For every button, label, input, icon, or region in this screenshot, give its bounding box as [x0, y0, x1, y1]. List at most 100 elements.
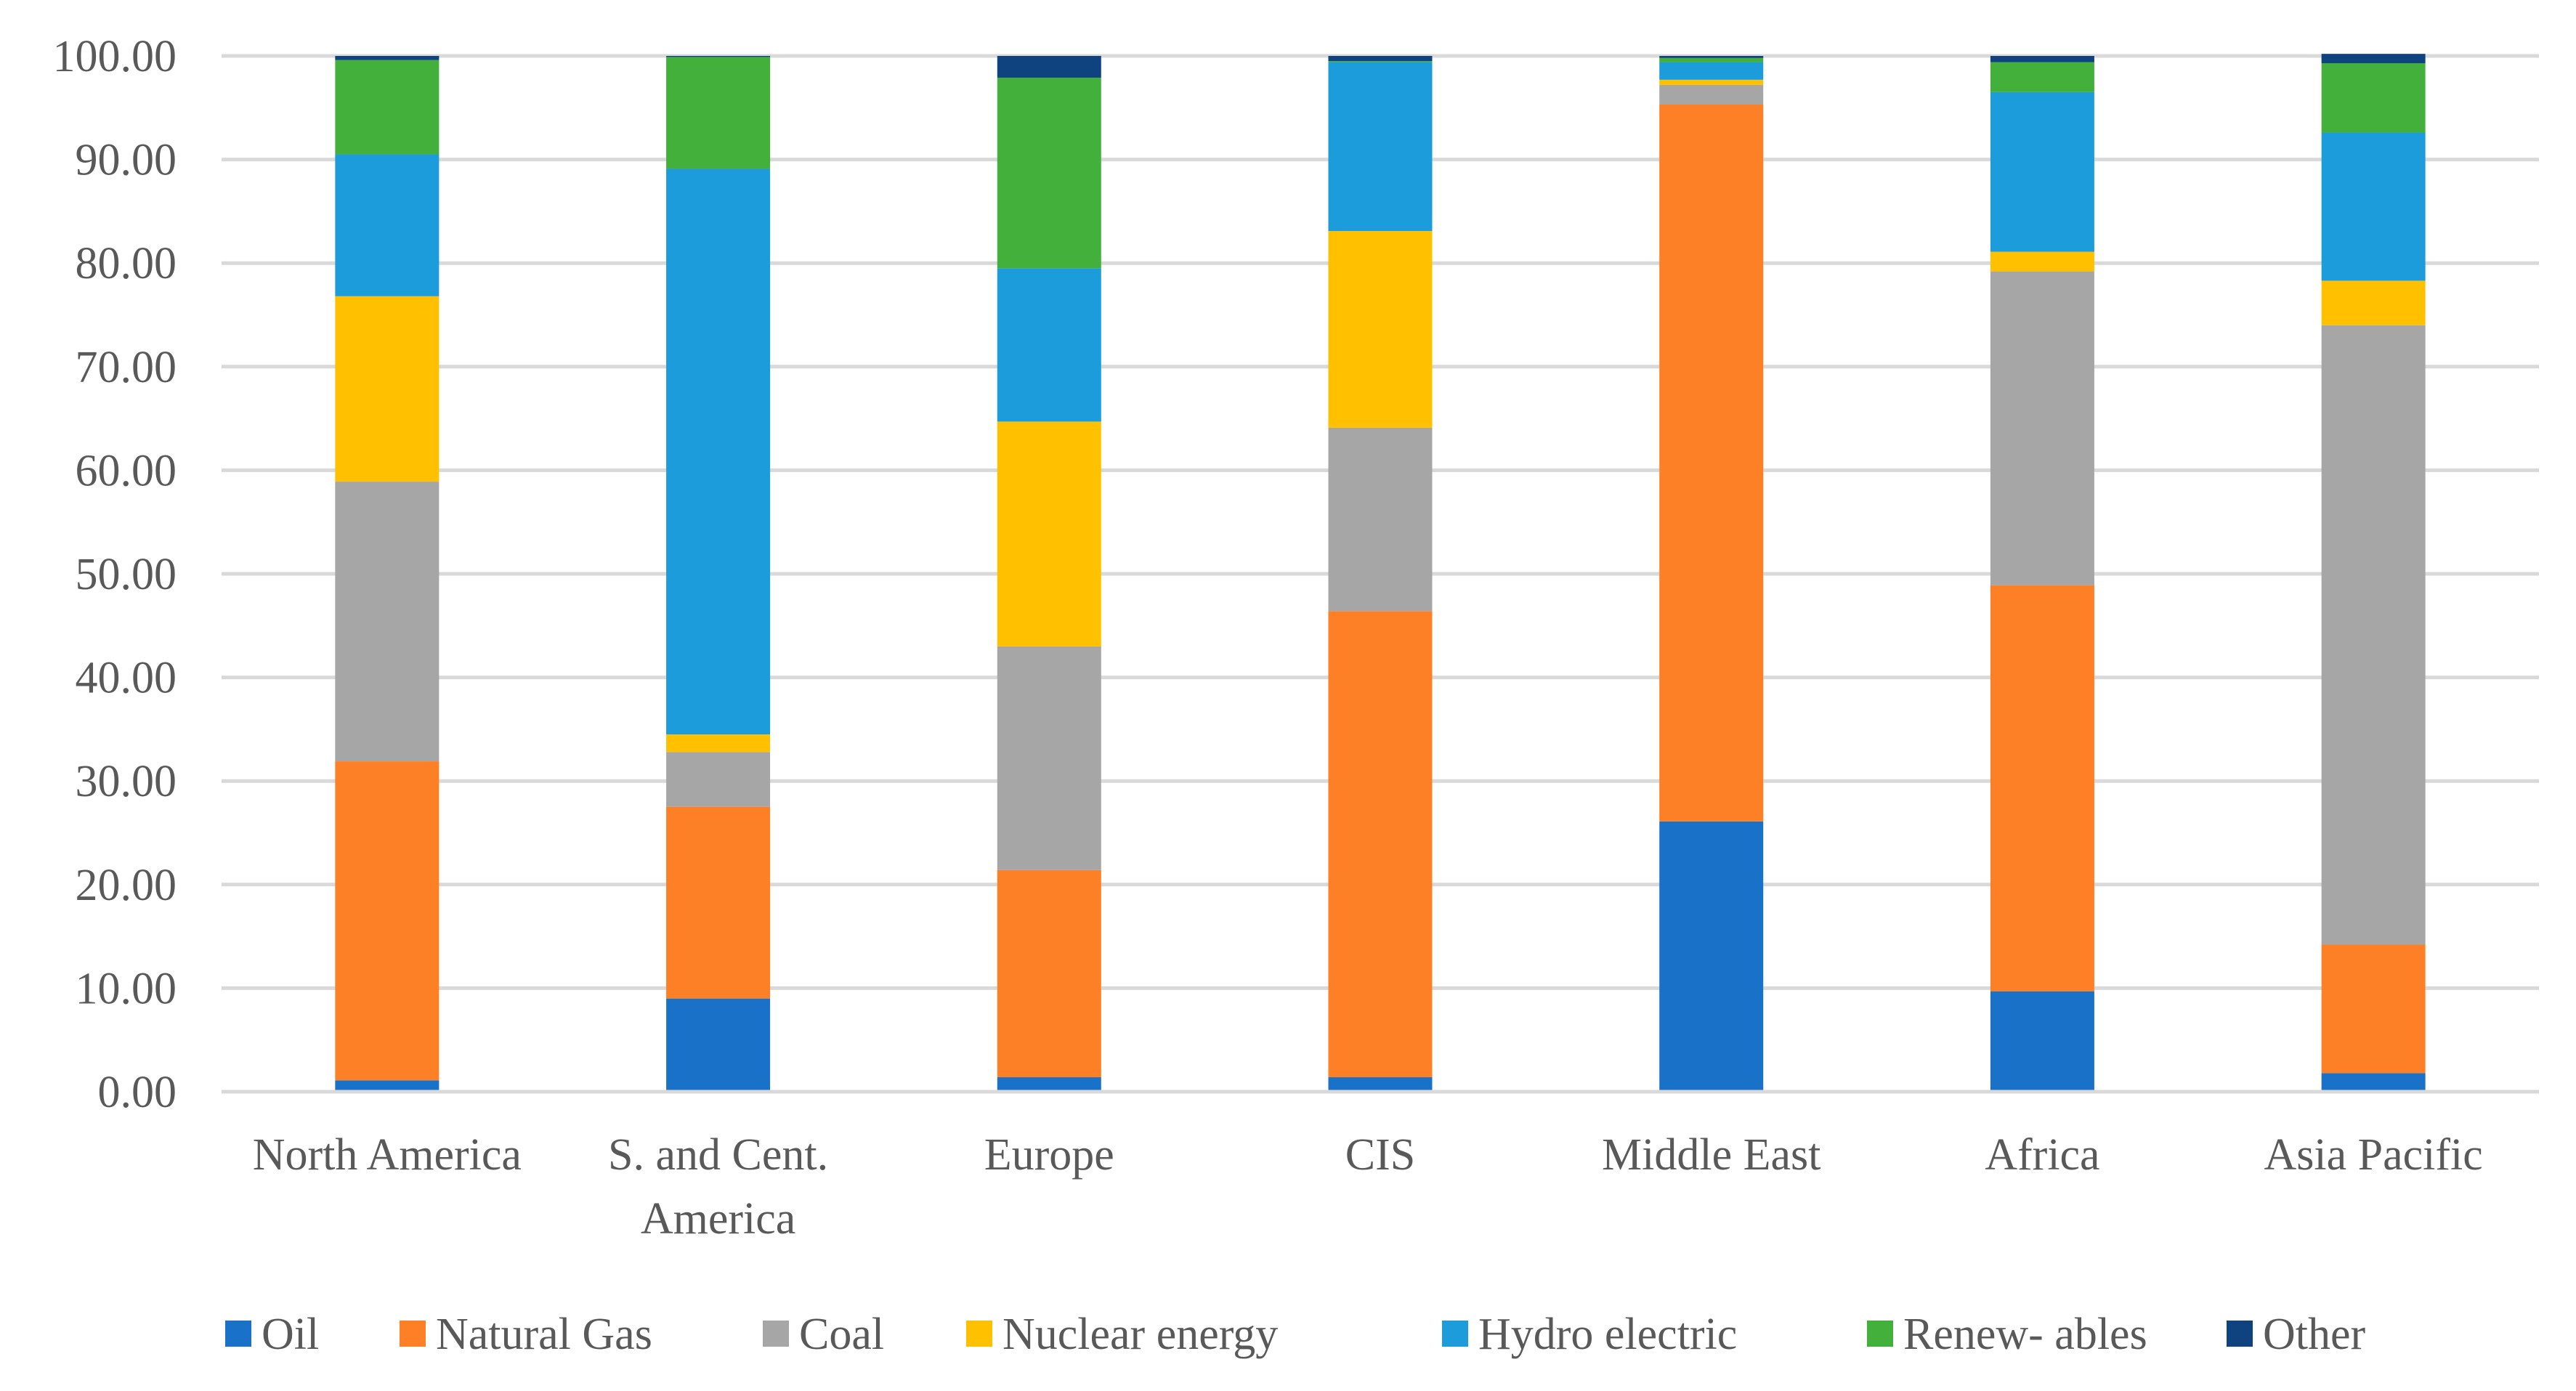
legend-item-hydro-electric: Hydro electric	[1442, 1310, 1737, 1359]
legend-item-nuclear-energy: Nuclear energy	[966, 1310, 1278, 1359]
bar-segment-africa-oil: Africa — Oil: 9.7	[1990, 991, 2094, 1092]
bar-stack-s-and-cent-america: S. and Cent. America — Oil: 9S. and Cent…	[666, 56, 771, 1092]
bar-segment-africa-coal: Africa — Coal: 30.3	[1990, 271, 2094, 585]
legend-swatch	[400, 1321, 426, 1347]
bar-segment-s-and-cent-america-hydro-electric: S. and Cent. America — Hydro electric: 5…	[666, 169, 771, 735]
bar-segment-cis-hydro-electric: CIS — Hydro electric: 16.3	[1328, 62, 1433, 231]
bar-segment-s-and-cent-america-natural-gas: S. and Cent. America — Natural Gas: 18.5	[666, 806, 771, 999]
bar-segment-africa-renew-ables: Africa — Renew- ables: 2.9	[1990, 62, 2094, 92]
legend-label: Renew- ables	[1903, 1310, 2147, 1359]
bar-segment-asia-pacific-renew-ables: Asia Pacific — Renew- ables: 6.7	[2321, 62, 2426, 133]
bar-segment-north-america-nuclear-energy: North America — Nuclear energy: 17.9	[335, 296, 440, 482]
legend-swatch	[225, 1321, 251, 1347]
bar-segment-middle-east-hydro-electric: Middle East — Hydro electric: 1.7	[1659, 62, 1764, 80]
legend: Oil Natural Gas Coal Nuclear energy Hydro el…	[225, 1310, 2366, 1359]
legend-item-coal: Coal	[763, 1310, 884, 1359]
bar-segment-north-america-renew-ables: North America — Renew- ables: 9.1	[335, 60, 440, 155]
bar-segment-s-and-cent-america-coal: S. and Cent. America — Coal: 5.3	[666, 752, 771, 807]
bar-segment-asia-pacific-hydro-electric: Asia Pacific — Hydro electric: 14.3	[2321, 132, 2426, 281]
y-tick-label: 70.00	[76, 343, 177, 392]
legend-swatch	[1442, 1321, 1468, 1347]
legend-swatch	[966, 1321, 992, 1347]
y-tick-label: 90.00	[76, 136, 177, 185]
bar-segment-middle-east-nuclear-energy: Middle East — Nuclear energy: 0.5	[1659, 79, 1764, 85]
bar-segment-north-america-oil: North America — Oil: 1.1	[335, 1080, 440, 1092]
bar-segment-europe-other: Europe — Other: 2.1	[997, 56, 1101, 78]
legend-item-natural-gas: Natural Gas	[400, 1310, 652, 1359]
x-tick-label: CIS	[1345, 1130, 1415, 1180]
bar-segment-north-america-natural-gas: North America — Natural Gas: 30.8	[335, 761, 440, 1081]
legend-label: Nuclear energy	[1003, 1310, 1278, 1359]
bar-segment-cis-nuclear-energy: CIS — Nuclear energy: 19	[1328, 230, 1433, 428]
bar-segment-s-and-cent-america-other: S. and Cent. America — Other: 0.1	[666, 56, 771, 57]
bar-segment-europe-natural-gas: Europe — Natural Gas: 20	[997, 869, 1101, 1078]
bar-segment-middle-east-oil: Middle East — Oil: 26.1	[1659, 821, 1764, 1092]
bar-segment-asia-pacific-nuclear-energy: Asia Pacific — Nuclear energy: 4.3	[2321, 280, 2426, 325]
bar-segment-cis-other: CIS — Other: 0.5	[1328, 56, 1433, 62]
bar-segment-asia-pacific-coal: Asia Pacific — Coal: 59.8	[2321, 325, 2426, 945]
x-tick-label: Asia Pacific	[2264, 1130, 2483, 1180]
bar-segment-cis-oil: CIS — Oil: 1.4	[1328, 1077, 1433, 1092]
legend-label: Oil	[262, 1310, 319, 1359]
bar-segment-europe-renew-ables: Europe — Renew- ables: 18.4	[997, 77, 1101, 269]
bars: North America — Oil: 1.1North America — …	[335, 54, 2426, 1092]
x-axis-category-labels: North America S. and Cent. America Europe CI…	[253, 1130, 2483, 1244]
bar-segment-middle-east-natural-gas: Middle East — Natural Gas: 69.2	[1659, 105, 1764, 822]
bar-segment-asia-pacific-other: Asia Pacific — Other: 0.9	[2321, 54, 2426, 63]
bar-stack-middle-east: Middle East — Oil: 26.1Middle East — Nat…	[1659, 56, 1764, 1092]
y-tick-label: 100.00	[53, 32, 177, 81]
y-tick-label: 80.00	[76, 239, 177, 288]
x-tick-label: Europe	[984, 1130, 1114, 1180]
bar-segment-africa-natural-gas: Africa — Natural Gas: 39.2	[1990, 585, 2094, 991]
bar-segment-asia-pacific-natural-gas: Asia Pacific — Natural Gas: 12.4	[2321, 944, 2426, 1074]
y-tick-label: 10.00	[76, 964, 177, 1013]
y-tick-label: 20.00	[76, 861, 177, 910]
bar-segment-africa-other: Africa — Other: 0.6	[1990, 56, 2094, 62]
y-tick-label: 40.00	[76, 654, 177, 703]
bar-segment-north-america-hydro-electric: North America — Hydro electric: 13.7	[335, 154, 440, 296]
bar-segment-africa-nuclear-energy: Africa — Nuclear energy: 1.9	[1990, 251, 2094, 272]
bar-segment-middle-east-coal: Middle East — Coal: 1.9	[1659, 84, 1764, 105]
bar-segment-cis-coal: CIS — Coal: 17.7	[1328, 427, 1433, 612]
legend-label: Natural Gas	[436, 1310, 652, 1359]
bar-segment-middle-east-renew-ables: Middle East — Renew- ables: 0.4	[1659, 57, 1764, 62]
bar-segment-middle-east-other: Middle East — Other: 0.2	[1659, 56, 1764, 58]
y-tick-label: 0.00	[98, 1068, 177, 1117]
bar-segment-europe-nuclear-energy: Europe — Nuclear energy: 21.7	[997, 421, 1101, 646]
y-tick-label: 60.00	[76, 446, 177, 495]
bar-segment-europe-hydro-electric: Europe — Hydro electric: 14.8	[997, 268, 1101, 422]
legend-swatch	[1867, 1321, 1893, 1347]
bar-segment-cis-natural-gas: CIS — Natural Gas: 45	[1328, 611, 1433, 1078]
legend-item-renew-ables: Renew- ables	[1867, 1310, 2147, 1359]
bar-stack-cis: CIS — Oil: 1.4CIS — Natural Gas: 45CIS —…	[1328, 56, 1433, 1092]
bar-stack-north-america: North America — Oil: 1.1North America — …	[335, 56, 440, 1092]
bar-segment-europe-coal: Europe — Coal: 21.6	[997, 646, 1101, 870]
bar-segment-europe-oil: Europe — Oil: 1.4	[997, 1077, 1101, 1092]
legend-label: Hydro electric	[1478, 1310, 1737, 1359]
x-tick-label: Africa	[1985, 1130, 2099, 1180]
bar-segment-north-america-coal: North America — Coal: 27	[335, 482, 440, 762]
legend-item-oil: Oil	[225, 1310, 319, 1359]
bar-segment-s-and-cent-america-renew-ables: S. and Cent. America — Renew- ables: 10.…	[666, 57, 771, 169]
bar-segment-cis-renew-ables: CIS — Renew- ables: 0.1	[1328, 61, 1433, 62]
legend-item-other: Other	[2227, 1310, 2366, 1359]
bar-stack-africa: Africa — Oil: 9.7Africa — Natural Gas: 3…	[1990, 56, 2094, 1092]
x-tick-label: North America	[253, 1130, 522, 1180]
y-axis-tick-labels: 0.00 10.00 20.00 30.00 40.00 50.00 60.00 70.00 8…	[53, 32, 177, 1117]
bar-segment-africa-hydro-electric: Africa — Hydro electric: 15.4	[1990, 92, 2094, 252]
bar-stack-europe: Europe — Oil: 1.4Europe — Natural Gas: 2…	[997, 56, 1101, 1092]
x-tick-label: America	[641, 1194, 795, 1244]
legend-swatch	[2227, 1321, 2253, 1347]
y-tick-label: 30.00	[76, 757, 177, 806]
bar-stack-asia-pacific: Asia Pacific — Oil: 1.8Asia Pacific — Na…	[2321, 54, 2426, 1092]
bar-segment-asia-pacific-oil: Asia Pacific — Oil: 1.8	[2321, 1073, 2426, 1092]
y-tick-label: 50.00	[76, 550, 177, 599]
bar-segment-s-and-cent-america-oil: S. and Cent. America — Oil: 9	[666, 998, 771, 1092]
legend-label: Coal	[799, 1310, 884, 1359]
bar-segment-north-america-other: North America — Other: 0.4	[335, 56, 440, 60]
x-tick-label: S. and Cent.	[608, 1130, 828, 1180]
legend-swatch	[763, 1321, 789, 1347]
legend-label: Other	[2263, 1310, 2366, 1359]
